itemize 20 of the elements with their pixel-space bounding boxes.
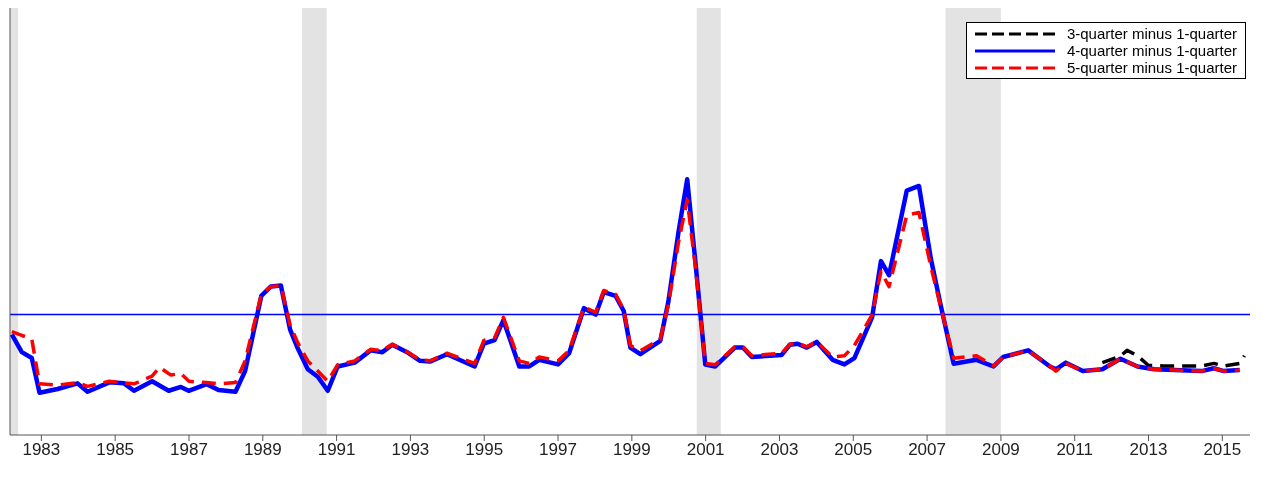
x-tick-label: 1991 [317, 440, 356, 460]
x-tick-label: 2013 [1129, 440, 1168, 460]
x-tick-label: 2009 [981, 440, 1020, 460]
x-tick-label: 2003 [760, 440, 799, 460]
legend-label: 3-quarter minus 1-quarter [1066, 25, 1237, 42]
x-tick-label: 1995 [465, 440, 504, 460]
x-tick-label: 2005 [834, 440, 873, 460]
x-tick-label: 2001 [686, 440, 725, 460]
x-tick-label: 1989 [243, 440, 282, 460]
x-tick-label: 1997 [539, 440, 577, 460]
legend-label: 4-quarter minus 1-quarter [1066, 42, 1237, 59]
x-tick-label: 1983 [22, 440, 61, 460]
x-tick-label: 1985 [96, 440, 135, 460]
x-tick-label: 2007 [908, 440, 946, 460]
x-tick-label: 2011 [1056, 440, 1093, 460]
x-tick-label: 1999 [612, 440, 651, 460]
x-tick-label: 1993 [391, 440, 430, 460]
legend-label: 5-quarter minus 1-quarter [1066, 59, 1237, 76]
x-tick-label: 2015 [1203, 440, 1242, 460]
x-tick-label: 1987 [170, 440, 208, 460]
